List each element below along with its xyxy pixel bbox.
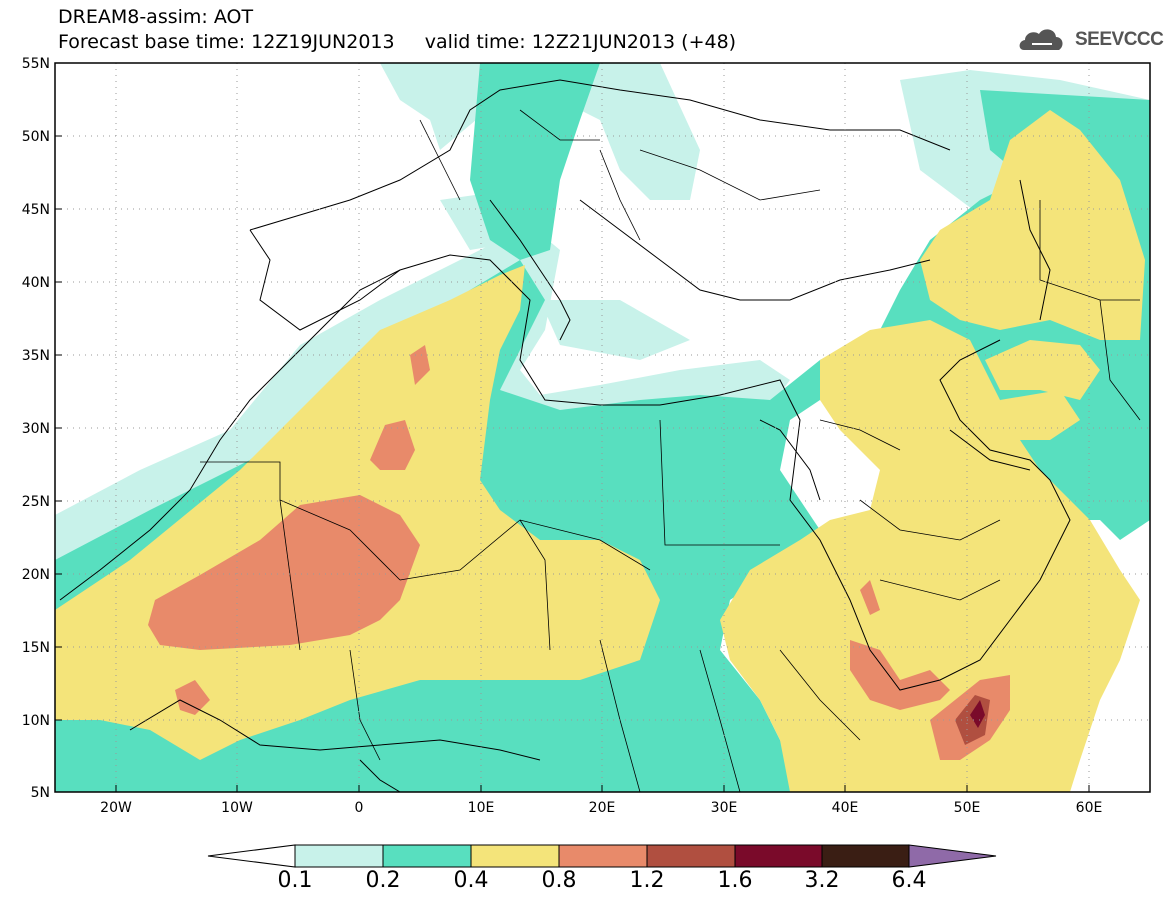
colorbar-label: 1.6 (717, 868, 753, 893)
lat-label: 25N (22, 494, 50, 510)
lon-label: 10W (221, 800, 253, 816)
lat-label: 30N (22, 421, 50, 437)
colorbar-cell (294, 844, 384, 868)
lon-label: 30E (711, 800, 738, 816)
colorbar-label: 6.4 (891, 868, 927, 893)
colorbar (207, 844, 997, 868)
colorbar-cell (470, 844, 560, 868)
colorbar-cell (382, 844, 472, 868)
aot-shading (55, 63, 1150, 792)
colorbar-label: 0.2 (365, 868, 401, 893)
colorbar-cell (734, 844, 823, 868)
colorbar-cell (207, 844, 296, 868)
colorbar-label: 0.8 (541, 868, 577, 893)
map-subtitle: Forecast base time: 12Z19JUN2013 valid t… (58, 31, 737, 53)
axis-ticks (55, 62, 1090, 792)
lon-label: 20E (589, 800, 616, 816)
colorbar-label: 1.2 (629, 868, 665, 893)
lat-label: 50N (22, 129, 50, 145)
lat-label: 55N (22, 56, 50, 72)
colorbar-cell (908, 844, 997, 868)
lat-label: 35N (22, 348, 50, 364)
lat-label: 10N (22, 713, 50, 729)
lat-label: 40N (22, 275, 50, 291)
graticule (55, 63, 1150, 792)
colorbar-cell (646, 844, 736, 868)
lon-label: 20W (100, 800, 132, 816)
cloud-icon (1019, 29, 1063, 50)
lat-labels: 55N 50N 45N 40N 35N 30N 25N 20N 15N 10N … (22, 56, 50, 801)
map-title: DREAM8-assim: AOT (58, 6, 254, 28)
lon-label: 50E (954, 800, 981, 816)
lon-label: 60E (1076, 800, 1103, 816)
colorbar-cell (558, 844, 648, 868)
lon-label: 0 (355, 800, 364, 816)
colorbar-label: 3.2 (804, 868, 840, 893)
country-borders (200, 109, 1141, 792)
colorbar-label: 0.4 (453, 868, 489, 893)
lat-label: 20N (22, 567, 50, 583)
lat-label: 45N (22, 202, 50, 218)
colorbar-label: 0.1 (277, 868, 313, 893)
aot-band-1.6-3.2 (970, 700, 985, 728)
logo-text: SEEVCCC (1075, 29, 1164, 50)
coastlines (59, 79, 1071, 792)
lon-label: 40E (832, 800, 859, 816)
lon-label: 10E (468, 800, 495, 816)
lat-label: 5N (31, 785, 50, 801)
lon-labels: 20W 10W 0 10E 20E 30E 40E 50E 60E (100, 800, 1102, 816)
lat-label: 15N (22, 640, 50, 656)
colorbar-cell (821, 844, 910, 868)
